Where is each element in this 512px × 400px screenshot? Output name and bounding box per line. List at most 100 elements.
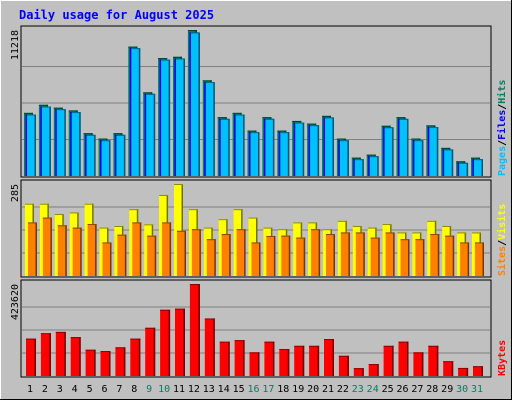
kbytes-bar-top (398, 341, 409, 343)
y-max-label: 285 (10, 184, 21, 202)
sites-bar-top (340, 232, 350, 234)
legend-separator: / (497, 140, 508, 146)
sites-bar-shade (65, 225, 67, 276)
day-label: 7 (116, 384, 122, 395)
hits-bar-top (247, 130, 257, 132)
sites-bar-top (460, 242, 470, 244)
visits-bar-top (427, 220, 437, 222)
pages-bar-shade (362, 159, 364, 176)
kbytes-bar-shade (138, 338, 141, 376)
legend-entry: KBytes (497, 340, 508, 376)
sites-bar (326, 234, 335, 276)
sites-bar-shade (50, 217, 52, 276)
pages-bar (459, 162, 469, 176)
visits-bar-shade (181, 184, 183, 276)
kbytes-bar-top (189, 284, 200, 285)
sites-bar (340, 232, 350, 276)
pages-bar-shade (317, 125, 320, 176)
sites-bar-top (281, 235, 291, 237)
kbytes-bar-top (383, 345, 394, 347)
kbytes-bar (324, 339, 334, 376)
kbytes-bar-shade (332, 339, 334, 376)
pages-bar (280, 132, 290, 176)
kbytes-bar (145, 327, 156, 376)
sites-bar (87, 224, 97, 276)
sites-bar-top (266, 235, 276, 237)
pages-bar (384, 127, 394, 176)
kbytes-bar-top (309, 345, 320, 347)
kbytes-bar-shade (228, 341, 230, 376)
kbytes-bar-shade (481, 366, 483, 376)
hits-bar-top (217, 117, 227, 119)
visits-bar-top (188, 209, 198, 211)
pages-bar-top (116, 134, 126, 136)
sites-bar-top (117, 234, 127, 236)
visits-bar-top (352, 225, 362, 227)
pages-bar-top (474, 159, 483, 161)
sites-bar-top (370, 237, 380, 239)
sites-bar-shade (393, 232, 395, 276)
sites-bar-top (57, 225, 67, 227)
kbytes-bar-shade (258, 352, 260, 376)
day-label: 17 (262, 384, 274, 395)
kbytes-bar-top (175, 308, 185, 310)
pages-bar-top (459, 162, 469, 164)
sites-bar (42, 217, 52, 276)
kbytes-bar-shade (287, 349, 290, 376)
kbytes-bar-top (338, 355, 349, 357)
kbytes-bar (309, 345, 320, 376)
pages-bar (86, 134, 96, 176)
day-label: 16 (247, 384, 259, 395)
sites-bar (221, 234, 231, 276)
kbytes-bar-shade (153, 327, 156, 376)
pages-bar (295, 122, 305, 176)
kbytes-bar-shade (347, 355, 349, 376)
pages-bar-shade (183, 58, 185, 176)
pages-bar (220, 118, 230, 176)
visits-bar-top (278, 229, 288, 231)
kbytes-bar (204, 318, 215, 376)
y-max-label: 423620 (10, 284, 21, 320)
sites-bar-top (177, 230, 186, 232)
sites-bar-shade (214, 239, 216, 276)
kbytes-bar-shade (198, 284, 200, 376)
sites-bar-top (162, 222, 172, 224)
sites-bar-shade (408, 239, 410, 276)
day-label: 8 (131, 384, 137, 395)
hits-bar-top (277, 130, 287, 132)
sites-bar (236, 229, 246, 276)
legend-entry: Hits (496, 80, 508, 104)
kbytes-bar-top (160, 309, 171, 311)
legend-entry: Files (496, 110, 508, 140)
hits-bar-top (336, 138, 346, 140)
sites-bar-shade (35, 222, 37, 276)
kbytes-bar-shade (451, 361, 454, 376)
pages-bar-shade (466, 162, 469, 176)
sites-bar-shade (229, 234, 231, 276)
kbytes-bar (219, 341, 230, 376)
hits-bar-top (202, 80, 212, 82)
sites-bar-shade (288, 235, 291, 276)
pages-bar (354, 159, 364, 176)
visits-bar-top (263, 227, 273, 229)
kbytes-bar (413, 352, 424, 376)
day-label: 4 (72, 384, 78, 395)
sites-bar-top (311, 229, 321, 231)
day-label: 30 (456, 384, 468, 395)
visits-bar-top (412, 232, 422, 234)
sites-bar-shade (318, 229, 321, 276)
pages-bar-top (265, 118, 275, 120)
kbytes-bar-top (473, 366, 483, 368)
pages-bar-shade (377, 156, 379, 176)
sites-bar-shade (437, 234, 440, 276)
kbytes-bar-top (40, 333, 51, 335)
visits-bar-top (308, 222, 318, 224)
kbytes-bar-top (249, 352, 260, 354)
sites-bar (370, 237, 380, 276)
sites-bar-shade (363, 232, 365, 276)
pages-bar-shade (34, 114, 36, 176)
pages-bar-shade (123, 134, 126, 176)
kbytes-bar (428, 345, 439, 376)
visits-bar (174, 184, 183, 276)
pages-bar-top (161, 59, 171, 61)
